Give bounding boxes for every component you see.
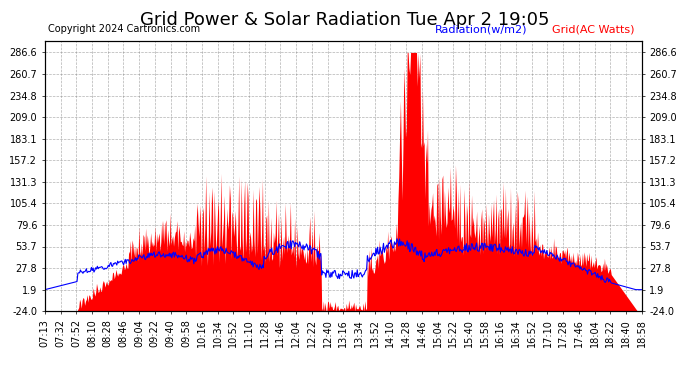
Text: Copyright 2024 Cartronics.com: Copyright 2024 Cartronics.com: [48, 24, 200, 34]
Text: Grid(AC Watts): Grid(AC Watts): [552, 24, 635, 34]
Text: Grid Power & Solar Radiation Tue Apr 2 19:05: Grid Power & Solar Radiation Tue Apr 2 1…: [140, 11, 550, 29]
Text: Radiation(w/m2): Radiation(w/m2): [435, 24, 527, 34]
